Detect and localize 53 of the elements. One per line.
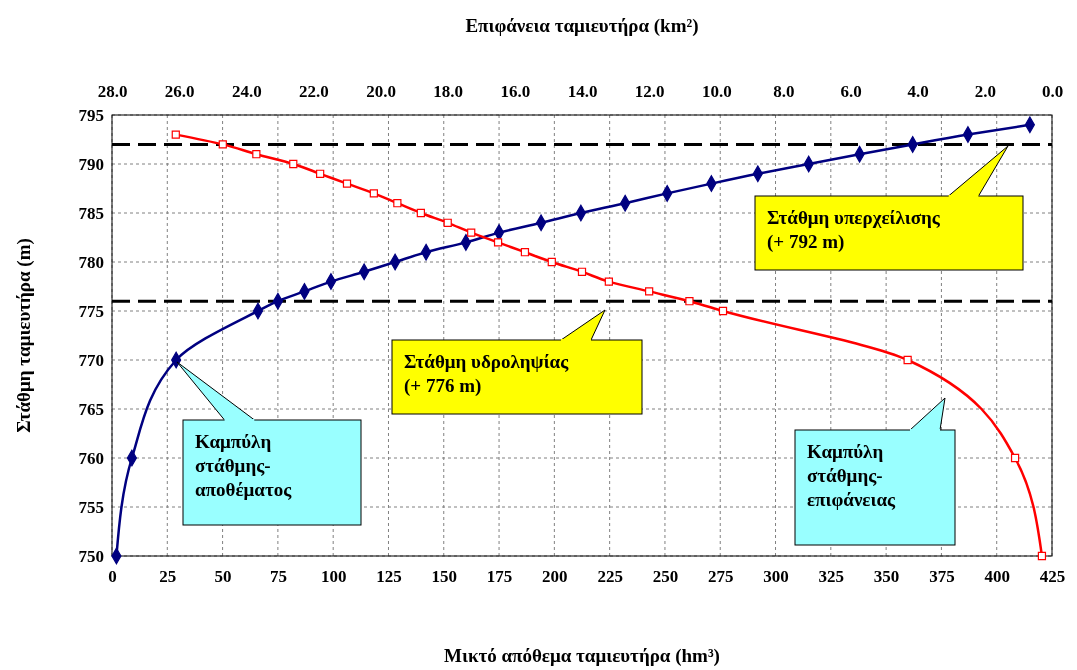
x2-tick-label: 0.0 xyxy=(1041,82,1064,101)
y-tick-label: 770 xyxy=(78,350,104,370)
x2-tick-label: 18.0 xyxy=(433,82,464,101)
x2-tick-label: 20.0 xyxy=(366,82,396,101)
x-tick-label: 300 xyxy=(763,567,789,587)
x-axis-title: Μικτό απόθεμα ταμιευτήρα (hm³) xyxy=(444,645,720,667)
annotation: Καμπύλη στάθμης-αποθέματος xyxy=(195,431,293,500)
point xyxy=(325,273,337,290)
y-tick-label: 785 xyxy=(78,203,104,223)
y-tick-label: 790 xyxy=(78,154,104,174)
x2-tick-label: 6.0 xyxy=(840,82,862,101)
x2-tick-label: 26.0 xyxy=(164,82,195,101)
x-tick-label: 325 xyxy=(818,567,845,587)
y-axis-title: Στάθμη ταμιευτήρα (m) xyxy=(13,238,35,433)
y-tick-label: 765 xyxy=(78,399,104,419)
x-tick-label: 400 xyxy=(984,567,1010,587)
x-tick-label: 150 xyxy=(431,567,458,587)
x2-tick-label: 2.0 xyxy=(974,82,996,101)
y-tick-label: 780 xyxy=(78,252,104,272)
x-tick-label: 375 xyxy=(929,567,955,587)
x2-tick-label: 12.0 xyxy=(634,82,665,101)
x2-tick-label: 16.0 xyxy=(500,82,531,101)
x-tick-label: 250 xyxy=(652,567,679,587)
x-tick-label: 175 xyxy=(486,567,513,587)
x-tick-label: 0 xyxy=(108,567,117,587)
annotation: Στάθμη υδροληψίας (+ 776 m) xyxy=(404,351,570,397)
x-tick-label: 425 xyxy=(1039,567,1066,587)
x2-tick-label: 24.0 xyxy=(231,82,262,101)
x-tick-label: 100 xyxy=(320,567,347,587)
x2-tick-label: 22.0 xyxy=(299,82,329,101)
y-tick-label: 775 xyxy=(78,301,104,321)
y-tick-label: 760 xyxy=(78,448,104,468)
x2-tick-label: 14.0 xyxy=(567,82,598,101)
x2-tick-label: 10.0 xyxy=(701,82,732,101)
x-tick-label: 200 xyxy=(542,567,568,587)
point xyxy=(493,224,505,241)
x-tick-label: 225 xyxy=(597,567,623,587)
y-tick-label: 795 xyxy=(78,105,104,125)
point xyxy=(962,126,974,143)
y-tick-label: 750 xyxy=(78,546,104,566)
x2-tick-label: 28.0 xyxy=(97,82,128,101)
x-tick-label: 275 xyxy=(707,567,734,587)
y-tick-label: 755 xyxy=(78,497,104,517)
annotation: Στάθμη υπερχείλισης (+ 792 m) xyxy=(767,207,941,253)
x-tick-label: 25 xyxy=(159,567,177,587)
x2-axis-title: Επιφάνεια ταμιευτήρα (km²) xyxy=(465,15,699,37)
x-tick-label: 350 xyxy=(873,567,900,587)
x-tick-label: 75 xyxy=(269,567,287,587)
x2-tick-label: 4.0 xyxy=(907,82,929,101)
x2-tick-label: 8.0 xyxy=(773,82,795,101)
x-tick-label: 50 xyxy=(214,567,232,587)
x-tick-label: 125 xyxy=(376,567,402,587)
annotation: Καμπύλη στάθμης-επιφάνειας xyxy=(807,441,896,510)
